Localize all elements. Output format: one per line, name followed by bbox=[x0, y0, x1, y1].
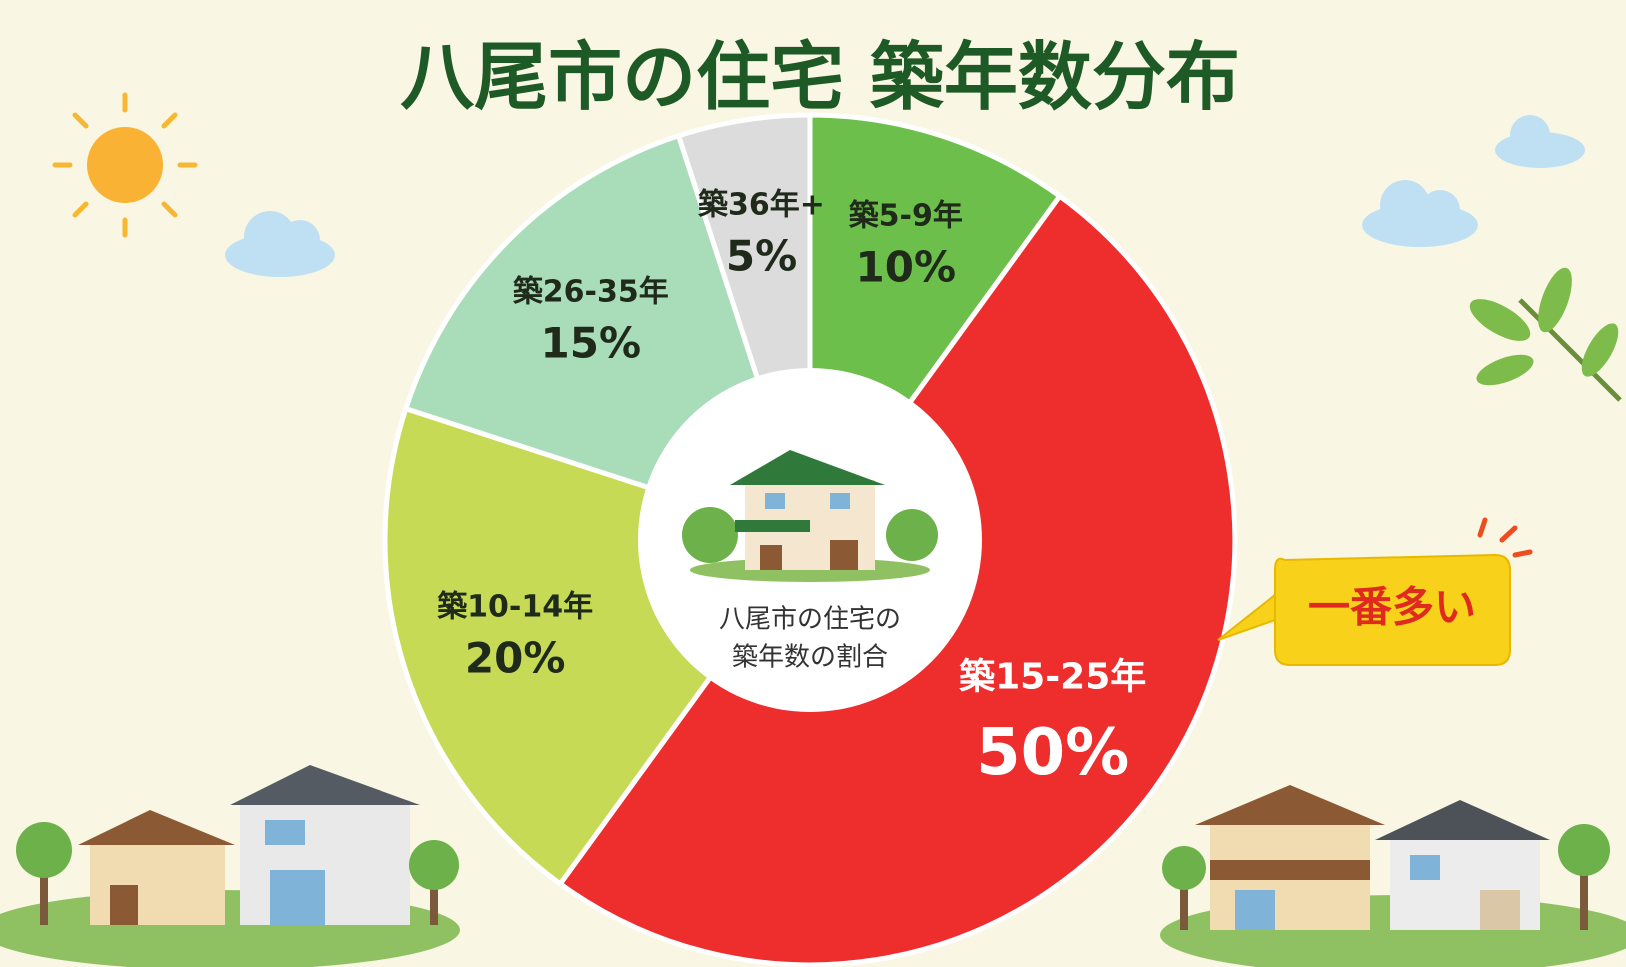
clouds bbox=[225, 115, 1585, 277]
value-label: 10% bbox=[856, 243, 957, 292]
category-label: 築36年+ bbox=[698, 187, 825, 222]
center-label: 八尾市の住宅の bbox=[719, 605, 901, 635]
houses-left bbox=[0, 765, 460, 967]
category-label: 築15-25年 bbox=[959, 656, 1146, 697]
annotation: 一番多い bbox=[1308, 583, 1476, 632]
value-label: 50% bbox=[976, 716, 1129, 790]
sun bbox=[52, 92, 198, 238]
value-label: 5% bbox=[726, 231, 797, 280]
category-label: 築26-35年 bbox=[513, 274, 669, 309]
chart-title: 八尾市の住宅 築年数分布 bbox=[400, 35, 1240, 121]
value-label: 15% bbox=[541, 318, 642, 367]
center-label: 築年数の割合 bbox=[732, 643, 888, 673]
leaves bbox=[1469, 267, 1622, 402]
center-house bbox=[682, 450, 938, 582]
houses-right bbox=[1160, 785, 1626, 967]
value-label: 20% bbox=[465, 633, 566, 682]
category-label: 築10-14年 bbox=[437, 589, 593, 624]
callout bbox=[1217, 517, 1533, 666]
category-label: 築5-9年 bbox=[849, 199, 963, 234]
